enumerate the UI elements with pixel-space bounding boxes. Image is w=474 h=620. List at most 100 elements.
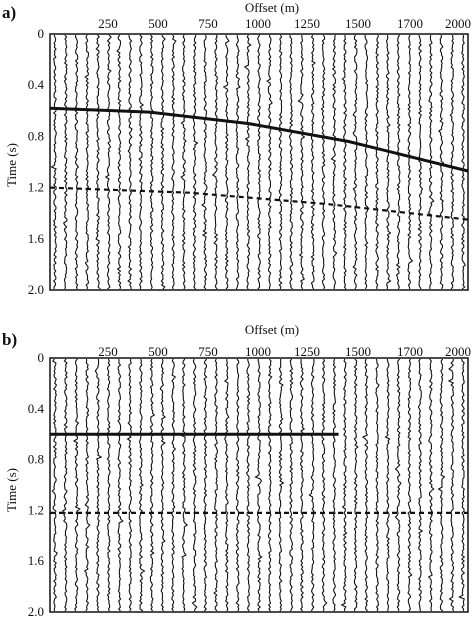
seismic-trace xyxy=(72,358,81,612)
x-tick-label: 1500 xyxy=(345,344,371,359)
panel-b-y-axis-title: Time (s) xyxy=(4,468,19,512)
seismic-trace xyxy=(332,358,337,612)
x-tick-label: 750 xyxy=(198,16,218,31)
x-tick-label: 1700 xyxy=(397,16,423,31)
y-tick-label: 0 xyxy=(38,26,45,41)
x-tick-label: 500 xyxy=(148,16,168,31)
seismic-trace xyxy=(178,358,189,612)
seismic-trace xyxy=(192,34,199,290)
x-tick-label: 250 xyxy=(98,344,118,359)
x-tick-label: 1000 xyxy=(245,16,271,31)
seismic-trace xyxy=(254,359,263,612)
seismic-trace xyxy=(74,34,80,290)
seismic-trace xyxy=(180,34,187,290)
seismic-trace xyxy=(437,358,446,612)
seismic-trace xyxy=(126,358,133,612)
seismic-trace xyxy=(297,35,306,290)
panel-b-x-ticks: 250 500 750 1000 1250 1500 1700 2000 xyxy=(98,344,471,359)
seismic-trace xyxy=(257,34,262,290)
seismic-trace xyxy=(104,34,112,290)
multiple-reflection-event xyxy=(49,186,469,221)
seismic-trace xyxy=(84,34,90,289)
seismic-trace xyxy=(341,35,348,290)
seismic-trace xyxy=(460,34,467,290)
panel-a-events xyxy=(49,106,469,221)
seismic-trace xyxy=(394,358,402,611)
seismic-trace xyxy=(330,34,338,290)
y-tick-label: 0.8 xyxy=(28,452,44,467)
seismic-trace xyxy=(191,358,198,612)
seismic-trace xyxy=(116,34,122,290)
seismic-trace xyxy=(62,34,68,290)
panel-b-y-ticks: 0 0.4 0.8 1.2 1.6 2.0 xyxy=(28,350,45,619)
seismic-trace xyxy=(375,34,380,290)
panel-a-y-axis-title: Time (s) xyxy=(4,143,19,187)
seismic-trace xyxy=(361,358,369,612)
x-tick-label: 1000 xyxy=(245,344,271,359)
seismic-trace xyxy=(321,358,328,612)
seismic-trace xyxy=(235,34,241,290)
y-tick-label: 0.4 xyxy=(28,77,45,92)
x-tick-label: 250 xyxy=(98,16,118,31)
seismic-trace xyxy=(94,358,103,612)
seismic-trace xyxy=(320,34,326,290)
seismic-trace xyxy=(160,34,166,290)
y-tick-label: 1.2 xyxy=(28,502,44,517)
seismic-trace xyxy=(427,358,435,612)
panel-a-x-axis-title: Offset (m) xyxy=(245,0,299,15)
seismic-trace xyxy=(308,358,315,612)
seismic-trace xyxy=(51,358,58,612)
seismic-trace xyxy=(417,358,424,612)
y-tick-label: 0.4 xyxy=(28,401,45,416)
seismic-trace xyxy=(407,34,414,290)
seismic-trace xyxy=(375,358,380,612)
x-tick-label: 1500 xyxy=(345,16,371,31)
seismic-trace xyxy=(299,358,306,612)
panel-a: a) Offset (m) Time (s) 250 500 750 1000 … xyxy=(2,0,471,297)
seismic-trace xyxy=(223,359,230,612)
seismic-trace xyxy=(95,34,101,290)
panel-b-x-axis-title: Offset (m) xyxy=(245,322,299,337)
panel-b-traces xyxy=(51,358,466,612)
seismic-trace xyxy=(149,358,156,612)
y-tick-label: 0 xyxy=(38,350,45,365)
seismic-trace xyxy=(340,358,348,611)
seismic-trace xyxy=(243,34,252,290)
panel-a-plot-frame xyxy=(49,33,469,291)
seismic-trace xyxy=(171,34,177,290)
seismic-trace xyxy=(384,358,391,612)
seismic-trace xyxy=(127,34,133,290)
seismic-trace xyxy=(201,34,208,290)
seismic-trace xyxy=(203,358,208,612)
x-tick-label: 750 xyxy=(198,344,218,359)
seismic-trace xyxy=(449,34,455,290)
seismic-trace xyxy=(352,34,358,290)
seismic-trace xyxy=(138,34,145,290)
seismic-trace xyxy=(117,358,124,612)
panel-b: b) Offset (m) Time (s) 250 500 750 1000 … xyxy=(2,322,471,619)
seismic-trace xyxy=(278,34,283,290)
seismic-trace xyxy=(447,359,455,612)
seismic-trace xyxy=(267,358,273,612)
seismic-trace xyxy=(149,34,154,290)
x-tick-label: 1250 xyxy=(294,344,320,359)
seismic-trace xyxy=(222,34,230,290)
seismic-trace xyxy=(310,34,316,290)
y-tick-label: 1.6 xyxy=(28,553,45,568)
x-tick-label: 500 xyxy=(148,344,168,359)
panel-a-label: a) xyxy=(2,3,16,22)
seismic-trace xyxy=(138,358,146,612)
panel-b-events xyxy=(50,432,468,515)
y-tick-label: 2.0 xyxy=(28,282,44,297)
seismic-trace xyxy=(289,358,294,612)
seismic-trace xyxy=(458,358,466,612)
seismic-trace xyxy=(407,358,413,612)
seismic-trace xyxy=(417,34,424,290)
seismic-trace xyxy=(213,358,219,612)
x-tick-label: 1250 xyxy=(294,16,320,31)
seismic-trace xyxy=(235,358,240,612)
x-tick-label: 2000 xyxy=(445,344,471,359)
seismic-trace xyxy=(61,358,68,612)
seismic-trace xyxy=(288,34,294,290)
